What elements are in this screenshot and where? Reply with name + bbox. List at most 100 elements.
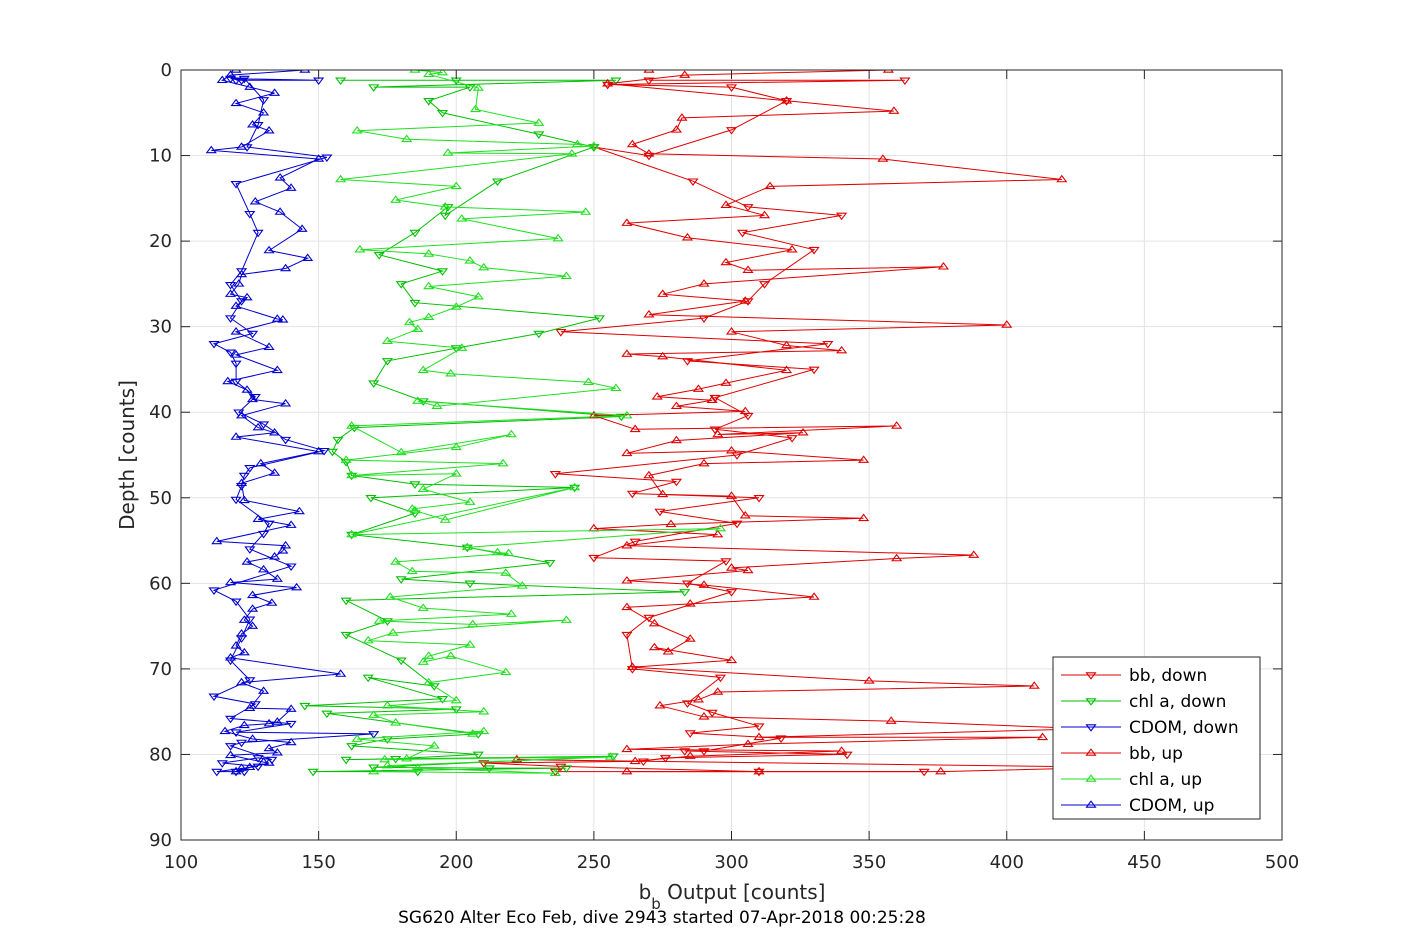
data-point <box>753 768 765 777</box>
data-point <box>472 83 484 91</box>
data-point <box>321 710 333 719</box>
data-point <box>560 615 572 623</box>
data-point <box>836 345 848 354</box>
series-1 <box>299 77 691 777</box>
data-point <box>246 621 259 629</box>
data-point <box>533 330 545 339</box>
legend-marker <box>1085 698 1097 706</box>
data-point <box>450 469 462 477</box>
data-point <box>235 478 248 487</box>
legend-marker <box>1085 672 1097 680</box>
data-point <box>230 496 242 505</box>
data-point <box>230 360 242 369</box>
data-point <box>467 729 479 737</box>
data-point <box>246 119 259 128</box>
data-point <box>698 580 710 588</box>
data-point <box>442 204 454 212</box>
data-point <box>491 178 504 186</box>
data-point <box>257 421 270 429</box>
data-point <box>621 410 633 419</box>
data-point <box>753 723 765 731</box>
y-tick-label: 0 <box>161 60 172 81</box>
data-point <box>467 619 479 628</box>
data-point <box>263 743 275 752</box>
data-point <box>271 717 283 725</box>
data-point <box>582 377 594 386</box>
data-point <box>235 410 248 419</box>
data-point <box>302 253 314 261</box>
x-tick-label: 150 <box>301 852 335 873</box>
data-point <box>643 149 655 157</box>
data-point <box>610 77 622 86</box>
data-point <box>858 513 870 522</box>
data-point <box>643 470 655 479</box>
data-point <box>725 589 738 597</box>
data-point <box>271 365 283 374</box>
data-point <box>255 458 267 467</box>
data-point <box>395 447 407 456</box>
data-point <box>670 401 683 410</box>
x-axis-label-rest: Output [counts] <box>661 880 826 904</box>
data-point <box>937 262 950 270</box>
data-point <box>684 730 696 738</box>
data-point <box>478 726 490 735</box>
data-point <box>362 674 374 683</box>
y-axis-label: Depth [counts] <box>115 380 139 530</box>
data-point <box>384 592 396 600</box>
data-point <box>681 700 694 708</box>
data-point <box>238 472 250 481</box>
data-point <box>753 495 765 503</box>
data-point <box>692 694 705 703</box>
data-point <box>621 349 633 357</box>
data-point <box>368 84 380 92</box>
data-point <box>775 735 787 743</box>
data-point <box>684 751 696 759</box>
data-point <box>505 609 517 617</box>
data-point <box>637 758 650 767</box>
data-point <box>268 468 281 476</box>
data-point <box>491 547 504 556</box>
data-point <box>742 565 754 574</box>
x-tick-label: 200 <box>439 852 473 873</box>
data-point <box>285 737 297 746</box>
data-point <box>679 748 691 756</box>
data-point <box>629 424 641 433</box>
data-point <box>252 755 264 763</box>
data-point <box>238 615 250 623</box>
data-point <box>1001 320 1013 328</box>
data-point <box>299 702 311 711</box>
data-point <box>648 642 661 651</box>
data-point <box>423 651 435 659</box>
data-point <box>423 312 435 321</box>
data-point <box>836 746 848 754</box>
data-point <box>263 245 275 254</box>
data-point <box>516 581 528 589</box>
data-point <box>654 700 666 709</box>
data-point <box>610 383 622 392</box>
data-point <box>544 560 556 568</box>
data-point <box>621 218 633 226</box>
data-point <box>268 552 281 560</box>
data-point <box>742 739 754 747</box>
data-point <box>725 655 738 664</box>
data-point <box>698 748 710 756</box>
data-point <box>679 589 691 597</box>
x-axis-label-main: b <box>639 880 652 904</box>
data-point <box>208 693 220 702</box>
data-point <box>307 768 319 777</box>
data-point <box>1028 681 1040 689</box>
data-point <box>450 181 462 190</box>
data-point <box>263 342 275 350</box>
data-point <box>280 398 292 407</box>
data-point <box>571 139 583 148</box>
data-point <box>238 720 250 729</box>
data-point <box>354 244 366 253</box>
data-point <box>241 292 253 301</box>
data-point <box>877 154 889 162</box>
data-point <box>423 98 435 106</box>
series-5 <box>205 70 347 775</box>
x-axis-label-sub: b <box>651 895 661 913</box>
y-tick-label: 20 <box>149 231 172 252</box>
data-point <box>621 602 633 611</box>
data-point <box>428 683 440 691</box>
